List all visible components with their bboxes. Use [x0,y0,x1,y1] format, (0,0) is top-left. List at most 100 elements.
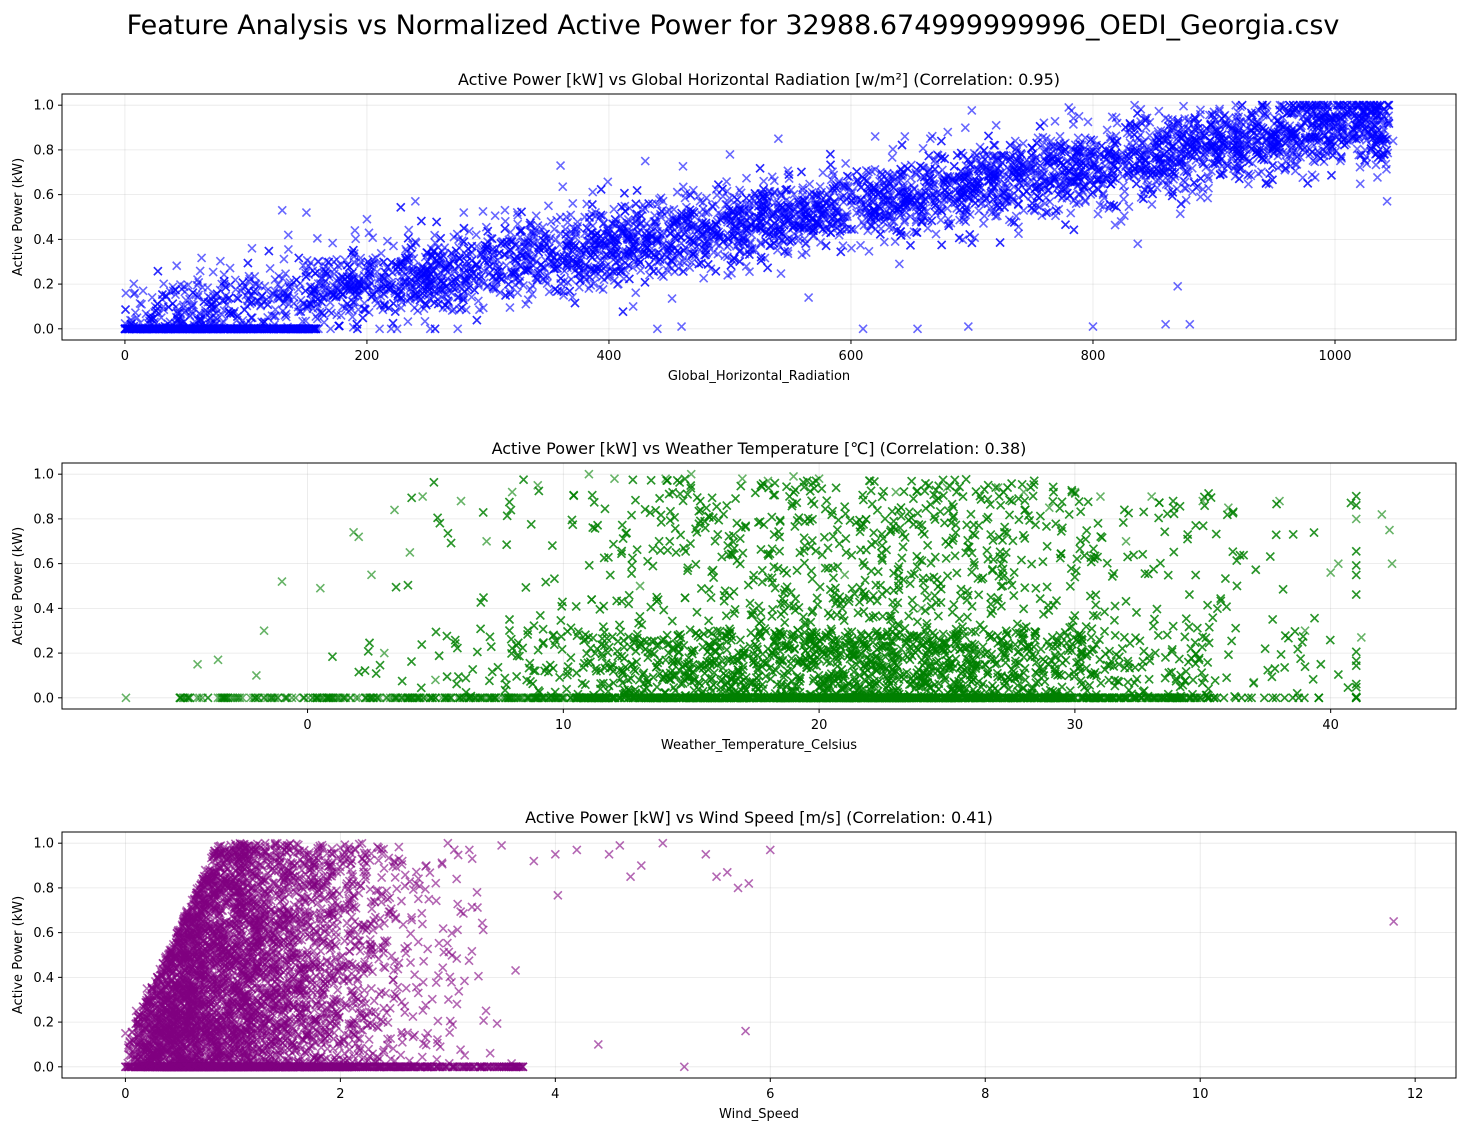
scatter-point [1243,170,1253,180]
scatter-point [495,272,505,282]
scatter-point [541,229,551,239]
scatter-point [538,222,548,232]
scatter-point [1006,160,1017,170]
scatter-point [269,289,279,299]
scatter-point [888,144,898,154]
scatter-point [446,288,457,298]
scatter-point [903,164,913,174]
scatter-point [570,240,581,251]
scatter-point [422,247,432,258]
scatter-point [1049,172,1059,182]
scatter-point [322,269,332,279]
scatter-point [500,224,510,234]
scatter-point [1342,106,1353,117]
scatter-point [1360,155,1370,165]
scatter-point [1143,180,1153,190]
scatter-point [205,313,215,323]
scatter-point [1018,139,1028,149]
scatter-point [1130,100,1140,110]
scatter-point [696,258,706,268]
scatter-point [1184,115,1194,125]
scatter-point [888,206,898,216]
scatter-point [1030,206,1040,216]
scatter-point [208,267,218,277]
scatter-point [1381,135,1391,145]
scatter-point [1361,115,1371,125]
scatter-point [999,188,1009,198]
scatter-point [513,219,523,229]
scatter-point [203,283,213,293]
scatter-point [438,250,448,260]
scatter-point [1290,159,1300,170]
scatter-point [1215,170,1225,180]
scatter-point [825,219,835,229]
scatter-point [245,274,255,284]
scatter-point [800,239,810,249]
scatter-point [1119,194,1129,204]
scatter-point [1195,105,1206,115]
scatter-point [1226,154,1236,164]
scatter-point [812,190,822,200]
scatter-point [388,241,399,251]
scatter-point [1176,199,1186,209]
scatter-point [173,314,183,324]
scatter-point [337,289,347,300]
scatter-point [505,227,516,237]
scatter-point [762,202,772,212]
scatter-point [423,281,433,291]
scatter-point [1140,185,1150,195]
scatter-point [981,162,991,173]
scatter-point [527,289,537,299]
scatter-point [1384,100,1394,110]
scatter-point [531,211,541,221]
scatter-point [1051,206,1061,216]
scatter-point [351,285,361,296]
scatter-point [312,233,322,243]
scatter-point [294,253,304,263]
scatter-point [549,224,559,234]
scatter-point [722,176,732,187]
scatter-point [868,197,878,207]
scatter-point [783,202,794,212]
scatter-point [1246,108,1256,118]
scatter-point [997,158,1007,168]
scatter-point [834,176,844,186]
scatter-point [1050,116,1060,126]
scatter-point [639,223,649,233]
scatter-point [818,168,828,178]
scatter-point [1338,120,1348,130]
scatter-point [401,244,411,254]
scatter-point [1074,111,1084,121]
scatter-point [1326,170,1337,180]
scatter-point [1203,193,1213,203]
scatter-point [1011,173,1022,183]
scatter-point [408,265,418,275]
scatter-point [729,231,739,241]
scatter-point [1140,145,1150,155]
scatter-point [1286,143,1296,153]
scatter-point [185,294,195,304]
scatter-point [808,226,818,236]
scatter-point [538,235,548,245]
scatter-point [1031,153,1041,163]
scatter-point [721,199,731,209]
scatter-point [1257,153,1267,163]
scatter-point [677,208,687,218]
scatter-point [900,215,910,225]
scatter-point [415,295,425,305]
scatter-point [587,252,597,263]
scatter-point [753,212,763,222]
scatter-point [755,222,765,232]
scatter-point [1165,157,1175,167]
scatter-point [228,308,239,318]
scatter-point [406,292,416,303]
scatter-point [703,207,713,217]
scatter-point [388,318,398,328]
scatter-point [689,207,699,217]
scatter-point [930,200,940,210]
scatter-point [723,270,733,280]
scatter-point [269,311,279,321]
scatter-point [1253,169,1263,179]
scatter-point [430,230,440,240]
scatter-point [783,246,793,256]
